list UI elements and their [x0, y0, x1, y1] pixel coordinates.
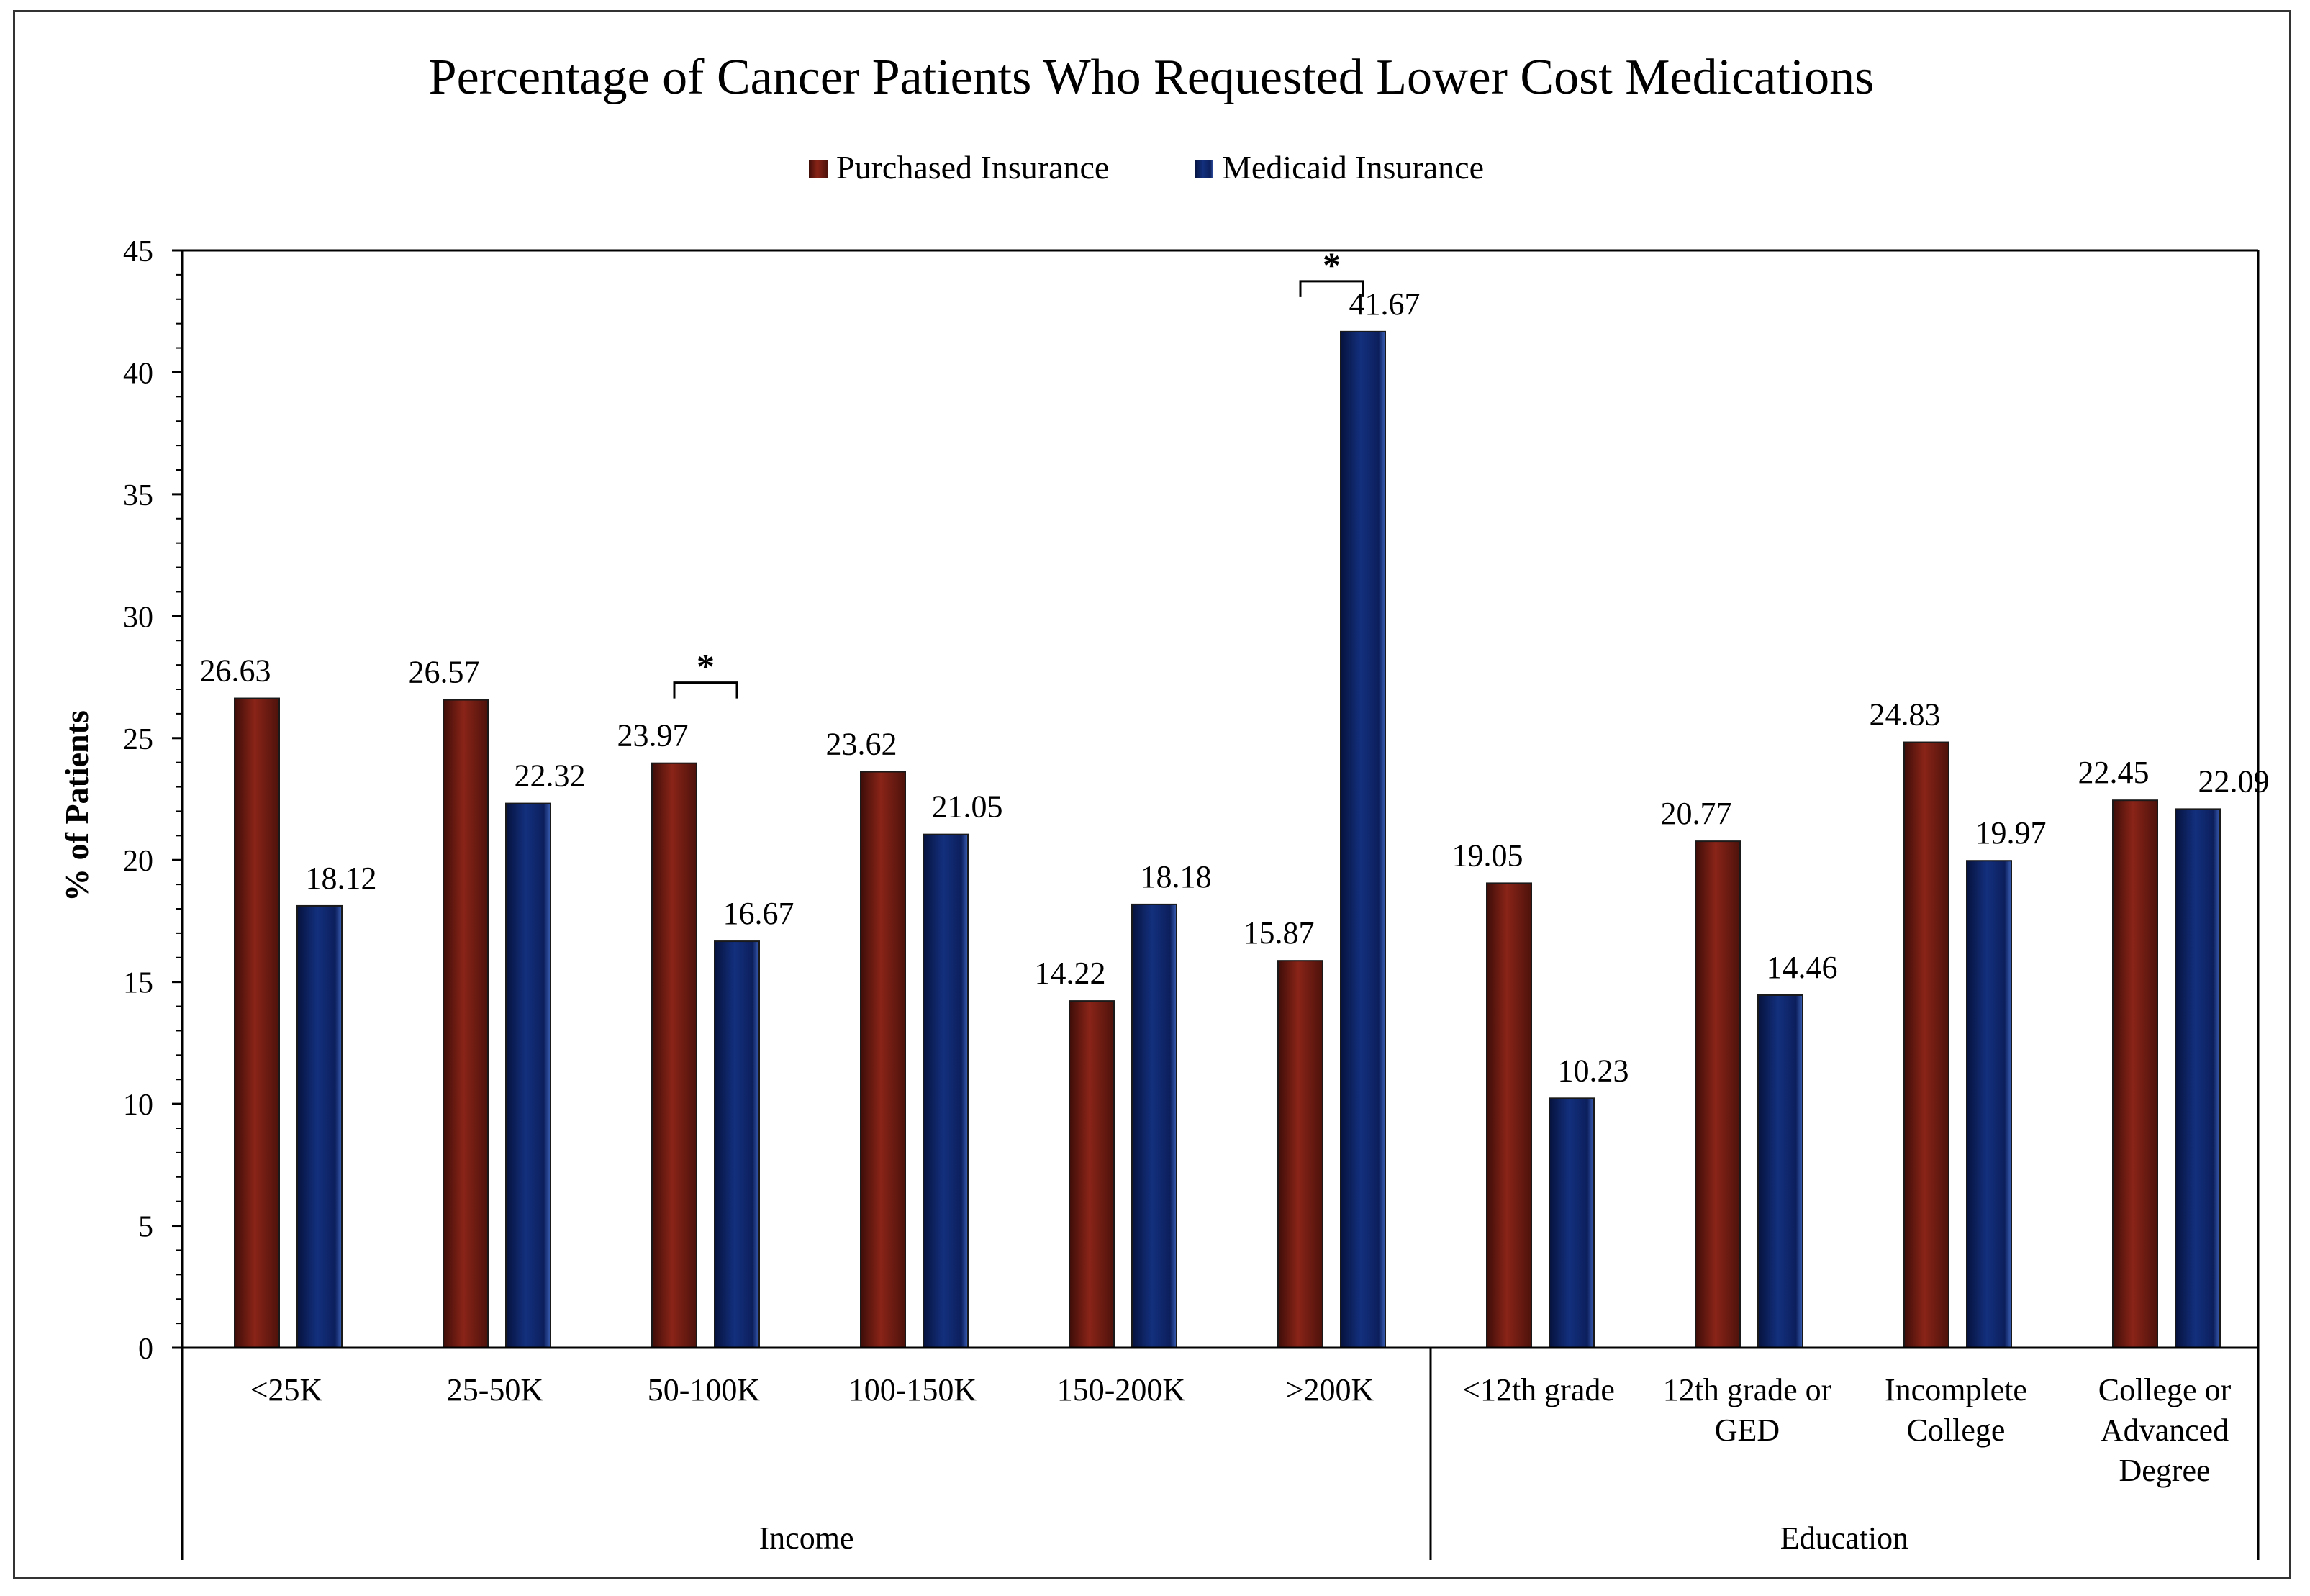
- y-axis-label: % of Patients: [58, 710, 95, 902]
- value-label: 18.18: [1141, 859, 1212, 894]
- value-label: 26.63: [200, 653, 271, 689]
- significance-brackets: **: [673, 245, 1364, 699]
- y-tick-label: 5: [138, 1211, 153, 1244]
- legend-swatch-medicaid: [1195, 160, 1213, 178]
- bar-medicaid: [1966, 860, 2012, 1348]
- value-label: 23.97: [617, 718, 689, 753]
- significance-bracket: [673, 681, 738, 699]
- value-labels: 26.63 26.57 23.97 23.62 14.22 15.87 19.05 20.77…: [200, 286, 2270, 1088]
- value-label: 20.77: [1661, 796, 1732, 831]
- chart-title: Percentage of Cancer Patients Who Reques…: [429, 50, 1875, 105]
- value-label: 41.67: [1349, 286, 1421, 322]
- bar-purchased: [443, 699, 489, 1348]
- x-tick-label: <25K: [250, 1372, 323, 1407]
- value-label: 26.57: [409, 655, 480, 690]
- value-label: 22.32: [515, 758, 586, 794]
- bars: [234, 330, 2221, 1349]
- bar-purchased: [1069, 1000, 1115, 1348]
- value-label: 15.87: [1244, 915, 1315, 951]
- legend-swatch-purchased: [809, 160, 828, 178]
- value-label: 14.46: [1767, 950, 1838, 985]
- y-tick-label: 10: [123, 1089, 153, 1122]
- legend-label-purchased: Purchased Insurance: [836, 149, 1109, 186]
- bar-medicaid: [296, 904, 343, 1348]
- bar-medicaid: [1549, 1097, 1595, 1348]
- bar-purchased: [2112, 799, 2158, 1348]
- value-label: 22.09: [2198, 763, 2270, 799]
- group-label: Income: [759, 1520, 854, 1556]
- y-tick-label: 35: [123, 479, 153, 512]
- group-label: Education: [1780, 1520, 1908, 1556]
- x-tick-label: 150-200K: [1057, 1372, 1186, 1407]
- bar-medicaid: [2175, 808, 2221, 1348]
- bar-medicaid: [1757, 994, 1803, 1348]
- bar-purchased: [1903, 741, 1949, 1349]
- x-tick-label: 12th grade or: [1663, 1372, 1832, 1407]
- x-tick-label: College or: [2098, 1372, 2232, 1407]
- legend-item-medicaid: Medicaid Insurance: [1195, 149, 1484, 186]
- bar-medicaid: [923, 833, 969, 1348]
- bar-medicaid: [1131, 903, 1177, 1348]
- legend-label-medicaid: Medicaid Insurance: [1222, 149, 1484, 186]
- y-tick-label: 40: [123, 357, 153, 390]
- bar-purchased: [234, 697, 280, 1348]
- x-tick-label: >200K: [1286, 1372, 1374, 1407]
- y-axis: 0 5 10 15 20 25 30 35 40 45: [123, 235, 2260, 1366]
- y-tick-label: 30: [123, 601, 153, 634]
- x-tick-label: 50-100K: [648, 1372, 761, 1407]
- bar-purchased: [1486, 882, 1532, 1348]
- value-label: 14.22: [1035, 956, 1106, 991]
- bar-purchased: [1277, 960, 1323, 1348]
- value-label: 21.05: [932, 789, 1003, 825]
- y-tick-label: 45: [123, 235, 153, 268]
- legend-item-purchased: Purchased Insurance: [809, 149, 1109, 186]
- x-tick-label: Advanced: [2101, 1413, 2229, 1448]
- legend: Purchased Insurance Medicaid Insurance: [809, 149, 1484, 186]
- value-label: 10.23: [1558, 1053, 1629, 1088]
- significance-asterisk: *: [1323, 245, 1341, 285]
- x-tick-label: Incomplete: [1885, 1372, 2027, 1407]
- bar-medicaid: [505, 802, 551, 1348]
- bar-medicaid: [1340, 330, 1386, 1349]
- y-tick-label: 20: [123, 845, 153, 878]
- bar-medicaid: [714, 940, 760, 1349]
- value-label: 19.05: [1452, 838, 1523, 873]
- y-tick-label: 25: [123, 723, 153, 756]
- x-tick-label: College: [1907, 1413, 2006, 1448]
- value-label: 16.67: [723, 896, 794, 931]
- x-tick-label: Degree: [2119, 1453, 2210, 1488]
- significance-bracket: [1299, 280, 1364, 297]
- y-tick-label: 15: [123, 967, 153, 1000]
- value-label: 22.45: [2078, 755, 2150, 790]
- bar-purchased: [860, 771, 906, 1348]
- significance-asterisk: *: [697, 646, 715, 686]
- value-label: 24.83: [1870, 697, 1941, 733]
- x-tick-label: 25-50K: [447, 1372, 544, 1407]
- x-tick-label: GED: [1715, 1413, 1780, 1448]
- bar-purchased: [651, 762, 697, 1348]
- bar-purchased: [1695, 840, 1741, 1348]
- value-label: 19.97: [1975, 815, 2047, 851]
- value-label: 18.12: [306, 861, 377, 896]
- y-tick-label: 0: [138, 1333, 153, 1366]
- x-tick-label: 100-150K: [848, 1372, 977, 1407]
- x-tick-label: <12th grade: [1462, 1372, 1615, 1407]
- value-label: 23.62: [826, 727, 897, 762]
- x-axis: <25K 25-50K 50-100K 100-150K 150-200K >200K <1…: [181, 1346, 2260, 1560]
